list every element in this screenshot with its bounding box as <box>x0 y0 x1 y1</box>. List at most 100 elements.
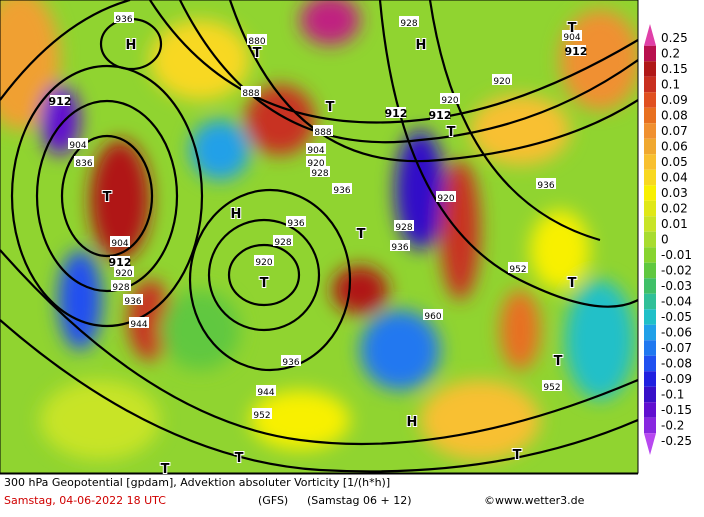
pressure-center: H <box>407 415 418 430</box>
colorbar-swatch <box>644 92 656 108</box>
colorbar-label: 0.01 <box>661 217 688 231</box>
pressure-center: T <box>326 100 335 115</box>
colorbar-swatch <box>644 61 656 77</box>
contour-label-bg <box>254 255 274 266</box>
contour-label: 928 <box>274 238 291 248</box>
colorbar-swatch <box>644 154 656 170</box>
colorbar-label: 0.1 <box>661 78 680 92</box>
contour-label-bg <box>386 107 406 118</box>
contour-label: 928 <box>112 283 129 293</box>
pressure-center: H <box>126 38 137 53</box>
colorbar-label: 0 <box>661 233 669 247</box>
contour-label: 936 <box>391 243 408 253</box>
colorbar-label: 0.15 <box>661 62 688 76</box>
colorbar-swatch <box>644 371 656 387</box>
colorbar-label: -0.2 <box>661 419 684 433</box>
contour-label-bg <box>252 408 272 419</box>
colorbar-swatch <box>644 247 656 263</box>
contour-label: 880 <box>248 37 265 47</box>
contour-label-bg <box>256 385 276 396</box>
contour-label: 944 <box>130 320 147 330</box>
contour-label-bg <box>111 280 131 291</box>
colorbar-swatch <box>644 123 656 139</box>
colorbar-label: -0.04 <box>661 295 692 309</box>
contour-label: 912 <box>565 45 588 58</box>
contour-label: 904 <box>563 33 580 43</box>
contour-label-bg <box>110 256 130 267</box>
colorbar-label: -0.02 <box>661 264 692 278</box>
contour-label: 920 <box>255 258 272 268</box>
colorbar-label: 0.04 <box>661 171 688 185</box>
contour-label: 920 <box>437 194 454 204</box>
contour-label: 904 <box>307 146 324 156</box>
contour-label-bg <box>114 12 134 23</box>
contour-label-bg <box>114 266 134 277</box>
contour-label-bg <box>440 93 460 104</box>
colorbar-label: -0.05 <box>661 310 692 324</box>
contour-label: 952 <box>253 411 270 421</box>
contour-label: 836 <box>75 159 92 169</box>
contour-label: 912 <box>109 256 132 269</box>
colorbar-label: 0.02 <box>661 202 688 216</box>
colorbar-label: 0.06 <box>661 140 688 154</box>
footer-title: 300 hPa Geopotential [gpdam], Advektion … <box>4 476 390 489</box>
contour-label: 920 <box>441 96 458 106</box>
colorbar-label: 0.07 <box>661 124 688 138</box>
colorbar-arrow <box>644 24 656 46</box>
colorbar-swatch <box>644 138 656 155</box>
contour-label: 936 <box>287 219 304 229</box>
pressure-center: T <box>513 448 522 463</box>
colorbar-swatch <box>644 386 656 403</box>
colorbar-label: 0.08 <box>661 109 688 123</box>
colorbar-swatch <box>644 200 656 217</box>
pressure-center: T <box>253 46 262 61</box>
contour-label: 904 <box>111 239 128 249</box>
contour-label: 888 <box>314 128 331 138</box>
contour-label: 936 <box>333 186 350 196</box>
geopotential-contours <box>0 0 638 473</box>
contour-label-bg <box>390 240 410 251</box>
footer-run: (Samstag 06 + 12) <box>307 494 412 507</box>
colorbar-swatch <box>644 45 656 62</box>
colorbar-label: -0.07 <box>661 341 692 355</box>
colorbar-swatch <box>644 185 656 201</box>
colorbar-swatch <box>644 262 656 279</box>
pressure-center: T <box>260 276 269 291</box>
contour-label-bg <box>68 138 88 149</box>
contour-label-bg <box>306 156 326 167</box>
contour-label: 912 <box>385 107 408 120</box>
colorbar-label: -0.09 <box>661 372 692 386</box>
contour-label: 928 <box>395 223 412 233</box>
colorbar-label: -0.1 <box>661 388 684 402</box>
contour-label-bg <box>394 220 414 231</box>
contour-label: 936 <box>124 297 141 307</box>
footer-date: Samstag, 04-06-2022 18 UTC <box>4 494 166 507</box>
pressure-center: T <box>357 227 366 242</box>
contour-label-bg <box>273 235 293 246</box>
pressure-center: T <box>103 190 112 205</box>
colorbar-label: 0.25 <box>661 31 688 45</box>
contour-label-bg <box>332 183 352 194</box>
colorbar-swatch <box>644 355 656 372</box>
contour-label: 936 <box>115 15 132 25</box>
colorbar-swatch <box>644 169 656 186</box>
colorbar-label: 0.05 <box>661 155 688 169</box>
colorbar-label: -0.15 <box>661 403 692 417</box>
contour-label-bg <box>50 95 70 106</box>
contour-label: 920 <box>115 269 132 279</box>
contour-label: 912 <box>429 109 452 122</box>
contour-label-bg <box>281 355 301 366</box>
contour-label: 904 <box>69 141 86 151</box>
pressure-center: T <box>235 451 244 466</box>
colorbar-label: -0.03 <box>661 279 692 293</box>
contour-label: 928 <box>311 169 328 179</box>
colorbar-swatch <box>644 402 656 418</box>
contour-label-bg <box>436 191 456 202</box>
footer-model: (GFS) <box>258 494 288 507</box>
contour-label-bg <box>399 16 419 27</box>
contour-label-bg <box>536 178 556 189</box>
contour-label: 920 <box>307 159 324 169</box>
contour-label-bg <box>241 86 261 97</box>
colorbar-swatch <box>644 293 656 310</box>
contour-label-bg <box>313 125 333 136</box>
